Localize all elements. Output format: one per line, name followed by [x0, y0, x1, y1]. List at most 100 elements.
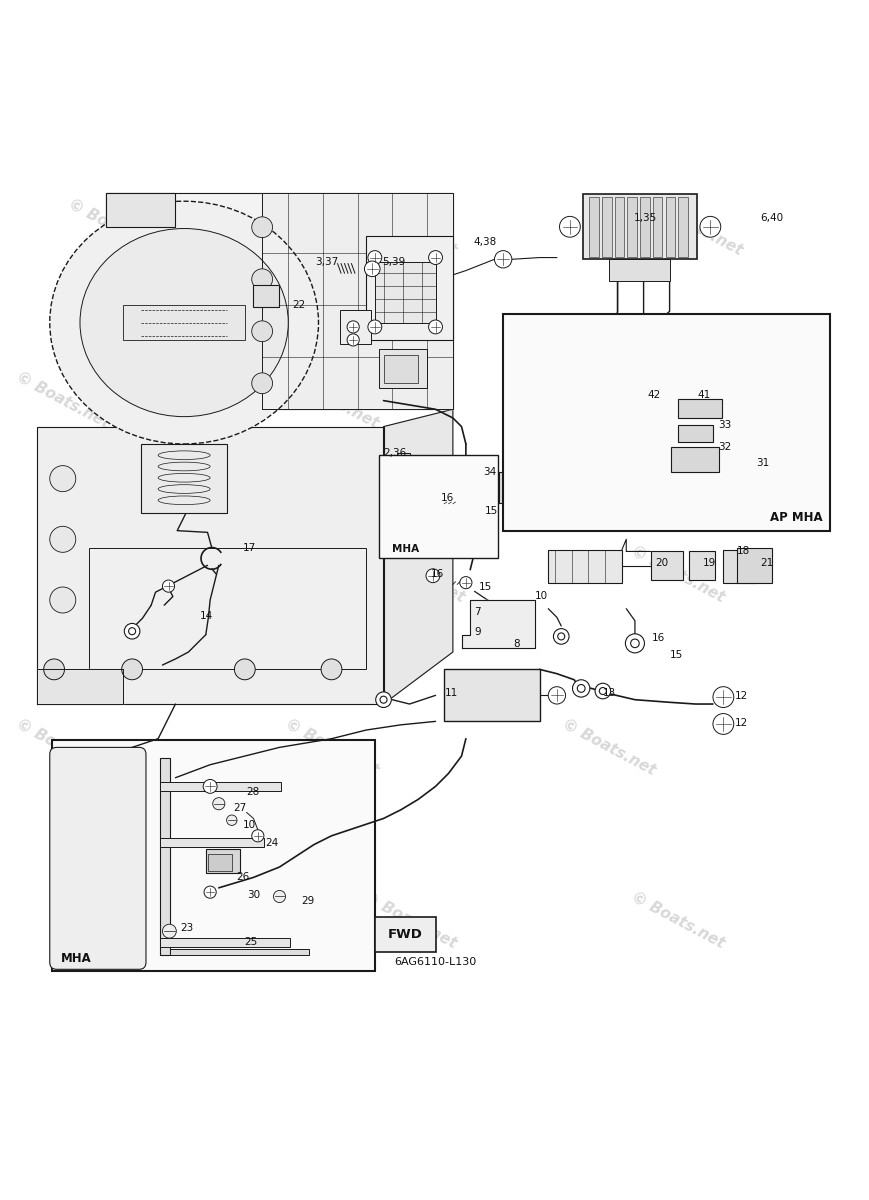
Text: 16: 16	[431, 569, 444, 578]
Text: 12: 12	[734, 718, 748, 728]
Bar	[609, 259, 670, 281]
Bar	[503, 476, 521, 498]
Bar	[627, 197, 637, 257]
Bar	[254, 286, 280, 307]
Circle shape	[252, 217, 273, 238]
Text: AP MHA: AP MHA	[771, 511, 823, 523]
Polygon shape	[106, 192, 453, 409]
Circle shape	[509, 515, 517, 522]
Text: 14: 14	[200, 611, 213, 620]
Bar	[503, 314, 830, 530]
Bar	[123, 305, 245, 340]
Text: 22: 22	[293, 300, 306, 311]
Text: FWD: FWD	[388, 928, 422, 941]
Circle shape	[428, 251, 442, 264]
Circle shape	[505, 510, 522, 527]
Text: 3,37: 3,37	[315, 257, 338, 266]
Bar	[383, 355, 418, 383]
Bar	[340, 310, 370, 344]
Circle shape	[252, 269, 273, 289]
Circle shape	[227, 815, 237, 826]
Circle shape	[50, 527, 76, 552]
Bar	[396, 452, 409, 472]
Circle shape	[43, 659, 64, 679]
Text: 26: 26	[236, 872, 249, 882]
Text: 2,36: 2,36	[384, 448, 407, 457]
Text: © Boats.net: © Boats.net	[14, 716, 112, 779]
Circle shape	[667, 372, 681, 386]
Text: © Boats.net: © Boats.net	[14, 370, 112, 432]
Text: © Boats.net: © Boats.net	[83, 890, 182, 952]
Circle shape	[428, 320, 442, 334]
Text: © Boats.net: © Boats.net	[83, 544, 182, 605]
Circle shape	[235, 659, 255, 679]
Circle shape	[647, 382, 654, 389]
Polygon shape	[36, 427, 383, 704]
Text: © Boats.net: © Boats.net	[647, 197, 745, 258]
Circle shape	[548, 686, 566, 704]
Circle shape	[213, 798, 225, 810]
Circle shape	[595, 683, 611, 698]
Bar	[499, 472, 525, 503]
Circle shape	[274, 890, 286, 902]
Text: 8: 8	[514, 640, 521, 649]
Polygon shape	[461, 600, 535, 648]
Circle shape	[494, 251, 512, 268]
Polygon shape	[36, 670, 123, 704]
Circle shape	[129, 628, 136, 635]
Text: 5,39: 5,39	[381, 257, 405, 266]
Circle shape	[163, 580, 175, 592]
Text: 6AG6110-L130: 6AG6110-L130	[394, 958, 476, 967]
Circle shape	[368, 251, 381, 264]
Circle shape	[347, 320, 359, 332]
Circle shape	[252, 373, 273, 394]
Circle shape	[252, 829, 264, 842]
Circle shape	[368, 320, 381, 334]
Text: 31: 31	[756, 458, 770, 468]
Text: © Boats.net: © Boats.net	[65, 197, 164, 258]
Bar	[737, 548, 772, 583]
Text: 18: 18	[737, 546, 751, 557]
Text: © Boats.net: © Boats.net	[369, 544, 468, 605]
Circle shape	[426, 493, 440, 508]
Text: 24: 24	[265, 838, 278, 847]
Circle shape	[558, 632, 565, 640]
Circle shape	[50, 587, 76, 613]
Text: 13: 13	[603, 688, 616, 697]
Text: 7: 7	[474, 607, 481, 617]
Circle shape	[426, 569, 440, 583]
Circle shape	[560, 216, 580, 238]
Circle shape	[626, 634, 645, 653]
Circle shape	[631, 640, 640, 648]
Bar	[379, 455, 498, 558]
Bar	[679, 398, 721, 418]
Bar	[160, 757, 170, 955]
Circle shape	[713, 686, 733, 708]
Text: 10: 10	[243, 821, 256, 830]
Text: 1,35: 1,35	[634, 212, 658, 223]
Circle shape	[399, 485, 413, 498]
Text: 11: 11	[445, 688, 458, 697]
Bar	[379, 348, 427, 388]
Circle shape	[460, 502, 472, 514]
Text: © Boats.net: © Boats.net	[560, 716, 658, 779]
Text: 16: 16	[653, 634, 666, 643]
Circle shape	[322, 659, 342, 679]
Text: 27: 27	[234, 803, 247, 814]
Bar	[589, 197, 599, 257]
Circle shape	[622, 377, 640, 394]
Text: 30: 30	[248, 889, 261, 900]
Circle shape	[627, 382, 634, 389]
Bar	[206, 848, 241, 874]
Circle shape	[521, 511, 538, 529]
Bar	[602, 197, 612, 257]
Circle shape	[577, 684, 585, 692]
Text: MHA: MHA	[392, 544, 420, 554]
Circle shape	[600, 688, 607, 695]
FancyBboxPatch shape	[50, 748, 146, 970]
Bar	[160, 839, 264, 847]
Circle shape	[50, 466, 76, 492]
Text: 34: 34	[483, 467, 496, 476]
Text: 29: 29	[302, 896, 315, 906]
Text: 6,40: 6,40	[760, 212, 784, 223]
